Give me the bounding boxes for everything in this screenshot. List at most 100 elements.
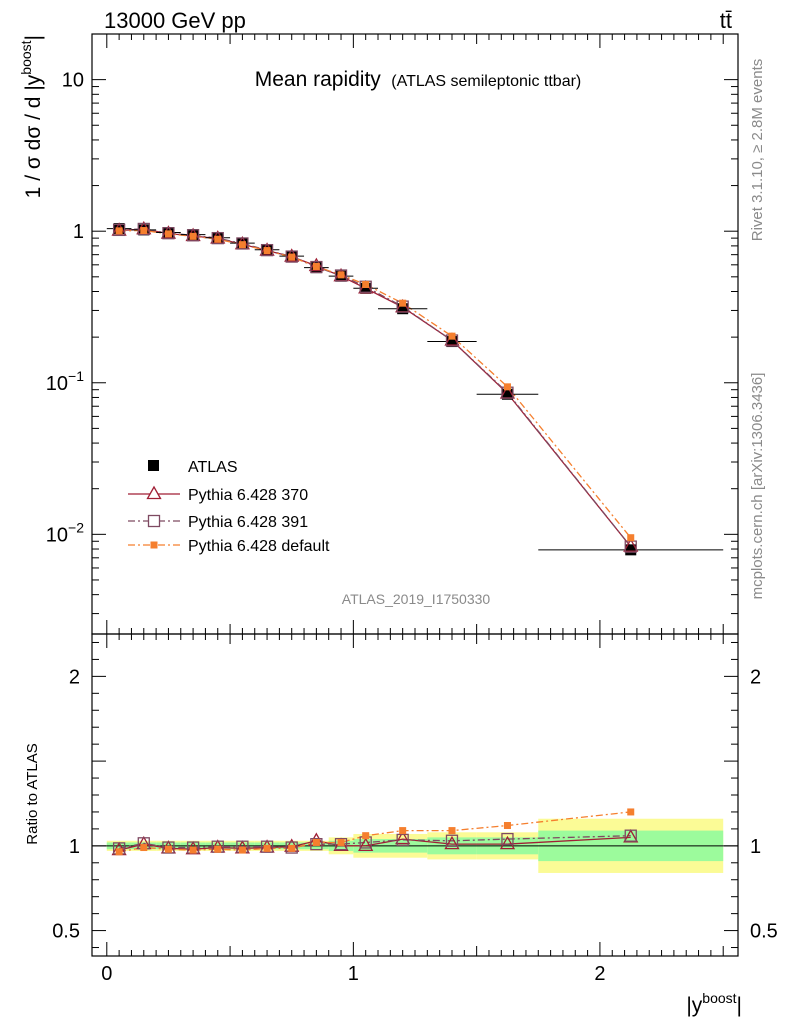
rivet-label: Rivet 3.1.10, ≥ 2.8M events xyxy=(749,59,766,242)
main-point-3 xyxy=(399,299,407,307)
main-y-tick-label-base: 10 xyxy=(46,524,68,546)
main-y-axis-label-end: | xyxy=(22,35,45,40)
main-y-tick-label: 10−2 xyxy=(46,519,84,546)
main-y-tick-label: 10−1 xyxy=(46,368,84,395)
ratio-point-3 xyxy=(337,838,345,846)
ratio-point-2 xyxy=(260,840,274,853)
main-point-3 xyxy=(140,227,148,235)
ratio-y-tick-label-right: 2 xyxy=(750,666,761,688)
ratio-point-3 xyxy=(362,832,370,840)
main-point-3 xyxy=(288,253,296,261)
ratio-point-2 xyxy=(501,832,514,846)
main-point-3 xyxy=(238,241,246,249)
legend-marker-default xyxy=(150,541,158,549)
main-y-tick-label-base: 10 xyxy=(46,373,68,395)
mcplots-label: mcplots.cern.ch [arXiv:1306.3436] xyxy=(749,373,766,600)
ratio-point-3 xyxy=(627,808,635,816)
ratio-point-2 xyxy=(445,834,459,847)
ratio-point-3 xyxy=(238,846,246,854)
main-y-axis-label: 1 / σ dσ / d |yboost| xyxy=(18,35,45,198)
main-y-tick-label-exp: −2 xyxy=(68,519,84,535)
main-point-2 xyxy=(260,243,274,257)
main-point-2 xyxy=(236,237,249,250)
legend-marker-370 xyxy=(146,485,162,500)
ratio-point-2 xyxy=(162,841,175,854)
ratio-point-2 xyxy=(285,841,298,854)
ratio-point-3 xyxy=(448,827,456,835)
main-point-3 xyxy=(189,232,197,240)
chart-title-line: Mean rapidity (ATLAS semileptonic ttbar) xyxy=(255,68,582,91)
axis-ticks xyxy=(92,33,738,956)
x-tick-label: 0 xyxy=(101,963,112,985)
x-tick-label: 2 xyxy=(594,963,605,985)
main-y-axis-label-text: 1 / σ dσ / d |y xyxy=(22,74,45,198)
ratio-point-3 xyxy=(164,845,172,853)
legend-label-atlas: ATLAS xyxy=(188,459,238,476)
legend-label-391: Pythia 6.428 391 xyxy=(188,514,308,531)
ratio-point-3 xyxy=(263,844,271,852)
analysis-watermark: ATLAS_2019_I1750330 xyxy=(342,591,491,607)
main-point-3 xyxy=(312,262,320,270)
main-point-1 xyxy=(623,538,639,552)
ratio-point-1 xyxy=(395,830,411,845)
legend-marker-391 xyxy=(147,514,161,528)
main-point-2 xyxy=(112,223,126,237)
main-y-axis-label-sup: boost xyxy=(18,40,34,74)
ratio-y-tick-label-left: 2 xyxy=(69,666,80,688)
x-axis-label-sup: boost xyxy=(702,990,736,1006)
ratio-point-3 xyxy=(189,846,197,854)
main-point-2 xyxy=(186,229,200,242)
main-point-3 xyxy=(115,227,123,235)
ratio-point-3 xyxy=(399,827,407,835)
ratio-point-3 xyxy=(214,845,222,853)
main-y-tick-label: 10 xyxy=(62,70,84,92)
main-point-2 xyxy=(137,222,150,236)
main-point-2 xyxy=(285,250,298,263)
main-point-2 xyxy=(162,227,175,240)
ratio-point-3 xyxy=(288,844,296,852)
main-point-2 xyxy=(334,269,348,282)
main-point-3 xyxy=(337,271,345,279)
ratio-point-1 xyxy=(499,835,516,850)
main-point-3 xyxy=(263,247,271,255)
main-point-3 xyxy=(362,280,370,288)
ratio-point-1 xyxy=(623,829,639,843)
ratio-panel-frame xyxy=(91,633,739,957)
ratio-point-3 xyxy=(140,844,148,852)
chart-title: Mean rapidity xyxy=(255,68,382,91)
ratio-y-tick-label-right: 1 xyxy=(750,836,761,858)
x-axis-label-end: | xyxy=(737,994,742,1017)
ratio-line-3 xyxy=(118,811,631,853)
legend-marker-atlas xyxy=(148,460,159,471)
ratio-line-2 xyxy=(118,835,631,850)
main-point-3 xyxy=(503,383,511,391)
main-point-2 xyxy=(211,231,224,245)
ratio-point-3 xyxy=(312,838,320,846)
ratio-point-1 xyxy=(358,837,374,851)
main-point-3 xyxy=(214,235,222,243)
main-point-3 xyxy=(448,332,456,340)
main-y-tick-label: 1 xyxy=(73,221,84,243)
ratio-point-1 xyxy=(444,835,460,850)
process-label: tt̄ xyxy=(720,8,732,33)
ratio-uncertainty-bands xyxy=(92,818,738,873)
x-axis-label: |yboost| xyxy=(686,990,742,1017)
series-markers xyxy=(106,220,724,856)
legend-label-370: Pythia 6.428 370 xyxy=(188,487,308,504)
ratio-point-3 xyxy=(115,848,123,856)
ratio-y-tick-label-right: 0.5 xyxy=(750,921,778,943)
ratio-y-tick-label-left: 1 xyxy=(69,836,80,858)
ratio-point-2 xyxy=(396,833,409,847)
main-point-3 xyxy=(627,534,635,542)
x-axis-label-text: |y xyxy=(686,994,702,1017)
ratio-y-axis-label: Ratio to ATLAS xyxy=(24,743,41,844)
legend: ATLAS Pythia 6.428 370 Pythia 6.428 391 … xyxy=(128,459,330,555)
main-point-2 xyxy=(310,260,323,274)
x-tick-label: 1 xyxy=(348,963,359,985)
ratio-point-3 xyxy=(503,822,511,830)
ratio-point-2 xyxy=(310,837,323,851)
ratio-point-2 xyxy=(334,837,348,851)
energy-label: 13000 GeV pp xyxy=(104,8,246,33)
